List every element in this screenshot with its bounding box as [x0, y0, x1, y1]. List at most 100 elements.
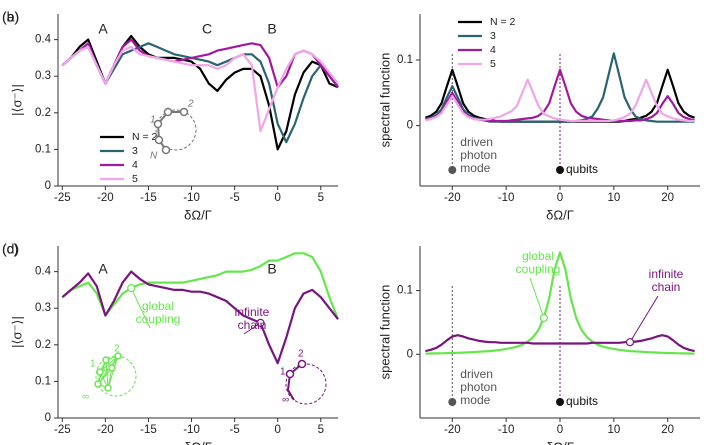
x-tick-label: 5 [318, 424, 324, 436]
x-tick-label: 20 [661, 192, 674, 204]
schematic-node [297, 359, 307, 369]
x-tick-label: 0 [557, 192, 563, 204]
y-tick-label: 0.1 [397, 285, 413, 297]
schematic-ring [285, 363, 327, 405]
callout-point [127, 283, 136, 293]
x-tick-label: -10 [498, 424, 515, 436]
legend-label: N = 2 [132, 131, 158, 143]
marker-label: qubits [566, 394, 599, 408]
x-tick-label: -20 [97, 192, 114, 204]
y-axis-label: |⟨σ⁻⟩| [9, 84, 24, 116]
schematic-label: ∞ [82, 392, 89, 403]
marker-dot [556, 166, 564, 174]
legend-label: 4 [132, 159, 138, 171]
schematic-node [153, 119, 163, 129]
legend-label: 5 [490, 58, 496, 70]
schematic-node [179, 107, 189, 117]
schematic-ring [155, 109, 197, 151]
callout-line [130, 287, 151, 329]
series-line [425, 334, 695, 353]
y-axis-label: spectral function [377, 53, 392, 148]
callout-point [539, 313, 548, 323]
legend-label: 4 [490, 44, 496, 56]
schematic-node [163, 107, 173, 117]
x-tick-label: 5 [318, 192, 324, 204]
y-tick-label: 0.4 [35, 34, 52, 46]
schematic-node [104, 384, 112, 392]
y-tick-label: 0.3 [35, 302, 51, 314]
legend-label: 3 [490, 30, 496, 42]
schematic-label: 2 [298, 349, 304, 360]
schematic-label: 1 [150, 115, 156, 126]
y-tick-label: 0 [45, 412, 51, 424]
x-axis-label: δΩ/Γ [184, 439, 212, 445]
schematic-label: 2 [114, 344, 120, 355]
callout-line [629, 295, 659, 343]
schematic-node [108, 364, 116, 372]
y-axis-label: spectral function [377, 285, 392, 380]
x-tick-label: -20 [444, 192, 461, 204]
x-tick-label: 0 [274, 424, 280, 436]
schematic-label: 1 [280, 367, 286, 378]
schematic-label: 1 [90, 359, 96, 370]
legend-label: N = 2 [490, 16, 516, 28]
panel-label: (c) [2, 241, 18, 257]
y-tick-label: 0.2 [35, 107, 51, 119]
annotation: B [267, 261, 276, 277]
series-line [61, 45, 339, 133]
schematic-edge [107, 355, 119, 389]
y-tick-label: 0 [45, 180, 51, 192]
x-tick-label: -25 [54, 424, 71, 436]
y-tick-label: 0.1 [35, 375, 51, 387]
schematic-ring [95, 355, 137, 397]
annotation: B [267, 21, 276, 37]
series-line [61, 270, 339, 365]
schematic-node [114, 352, 122, 360]
x-tick-label: -25 [54, 192, 71, 204]
legend-label: 3 [132, 145, 138, 157]
x-tick-label: -15 [140, 192, 157, 204]
marker-dot [448, 166, 457, 174]
marker-label: qubits [566, 162, 599, 176]
series-line [425, 78, 695, 123]
marker-label: driven photon mode [460, 135, 497, 175]
schematic-edge [99, 355, 119, 373]
schematic-node [285, 369, 295, 379]
panel-label: (b) [2, 9, 19, 25]
series-line [425, 52, 695, 123]
schematic-edge [97, 355, 119, 385]
schematic-label: ∞ [282, 395, 289, 406]
annotation: C [202, 21, 212, 37]
schematic-node [96, 368, 104, 376]
series-label: infinite chain [648, 267, 684, 294]
y-tick-label: 0 [407, 120, 413, 132]
x-tick-label: 0 [274, 192, 280, 204]
x-tick-label: -20 [97, 424, 114, 436]
series-label: global coupling [135, 299, 181, 326]
panel-label: (a) [2, 9, 19, 25]
marker-dot [448, 398, 457, 406]
x-tick-label: -10 [498, 192, 515, 204]
x-tick-label: -5 [229, 424, 239, 436]
x-tick-label: -20 [444, 424, 461, 436]
x-tick-label: 10 [607, 424, 620, 436]
x-axis-label: δΩ/Γ [546, 207, 574, 222]
schematic-label: 2 [187, 99, 194, 110]
x-tick-label: 20 [661, 424, 674, 436]
callout-point [625, 338, 635, 347]
legend-label: 5 [132, 173, 138, 185]
x-tick-label: -10 [183, 192, 200, 204]
y-tick-label: 0 [407, 348, 413, 360]
x-tick-label: -5 [229, 192, 239, 204]
y-axis-label: |⟨σ⁻⟩| [9, 316, 24, 348]
x-tick-label: -15 [140, 424, 157, 436]
x-axis-label: δΩ/Γ [184, 207, 212, 222]
y-tick-label: 0.4 [35, 266, 52, 278]
schematic-node [94, 380, 102, 388]
panel-label: (d) [2, 241, 19, 257]
series-line [425, 251, 695, 355]
schematic-label: N [150, 151, 158, 162]
x-tick-label: 0 [557, 424, 563, 436]
